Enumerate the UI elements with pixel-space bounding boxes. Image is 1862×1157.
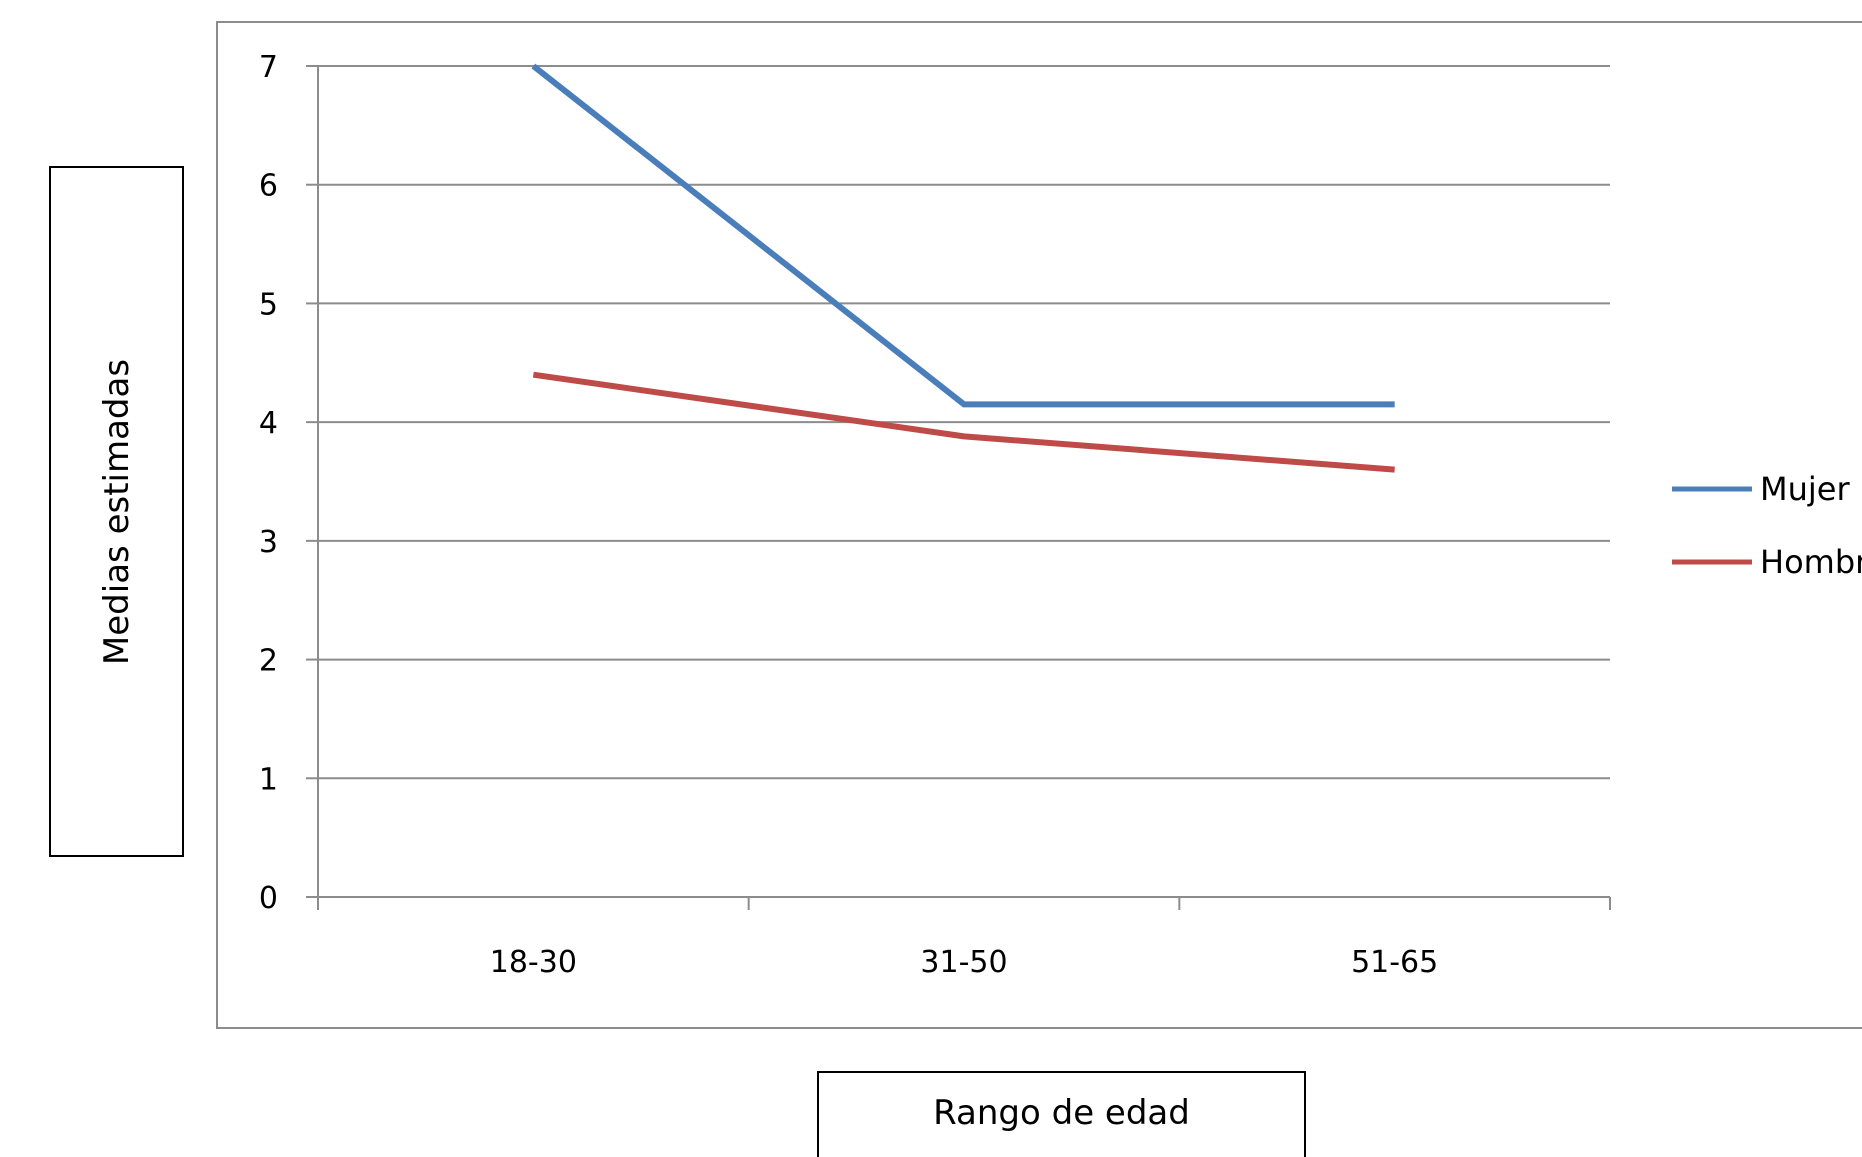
- data-point-hombre-18-30: [533, 374, 534, 375]
- y-axis-title-box: Medias estimadas: [49, 166, 184, 857]
- y-tick-label-0: 0: [259, 881, 278, 916]
- data-point-mujer-31-50: [964, 404, 965, 405]
- data-point-hombre-51-65: [1394, 469, 1395, 470]
- data-point-hombre-31-50: [964, 436, 965, 437]
- x-tick-label-31-50: 31-50: [920, 945, 1007, 980]
- y-tick-label-2: 2: [259, 644, 278, 679]
- y-tick-label-5: 5: [259, 287, 278, 322]
- y-tick-label-3: 3: [259, 525, 278, 560]
- legend-label-hombre: Hombre: [1760, 543, 1862, 581]
- x-tick-label-51-65: 51-65: [1351, 945, 1438, 980]
- x-axis-title-box: Rango de edad: [817, 1071, 1306, 1157]
- data-point-mujer-51-65: [1394, 404, 1395, 405]
- data-point-mujer-18-30: [533, 66, 534, 67]
- y-tick-label-1: 1: [259, 762, 278, 797]
- legend-label-mujer: Mujer: [1760, 470, 1850, 508]
- y-tick-label-7: 7: [259, 50, 278, 85]
- series-line-mujer: [531, 63, 1395, 408]
- series-line-hombre: [532, 371, 1395, 473]
- y-tick-label-6: 6: [259, 169, 278, 204]
- x-tick-label-18-30: 18-30: [490, 945, 577, 980]
- chart-area-frame: [216, 21, 1862, 1029]
- y-tick-label-4: 4: [259, 406, 278, 441]
- x-axis-title: Rango de edad: [933, 1093, 1190, 1133]
